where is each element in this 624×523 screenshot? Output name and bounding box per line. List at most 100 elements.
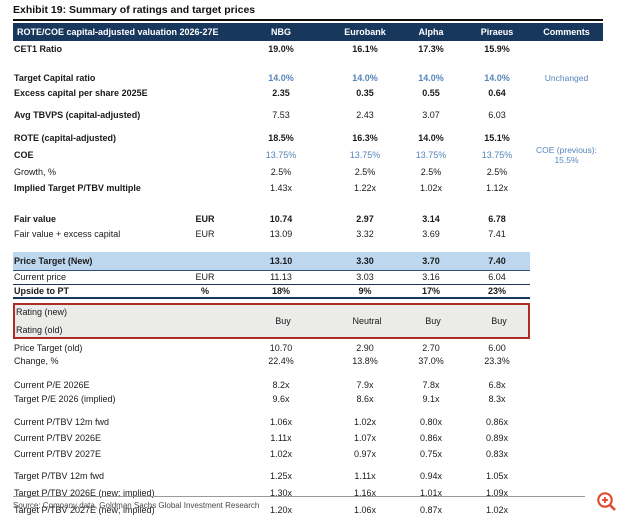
value-cell: 1.16x: [353, 488, 377, 499]
row-body: Fair value + excess capital EUR 13.09 3.32 3…: [13, 227, 530, 242]
comment-cell: [530, 86, 603, 101]
comment-cell: [530, 252, 603, 270]
value-cell: 17%: [421, 285, 440, 296]
value-cell: 23.3%: [484, 356, 510, 367]
value-cell: 16.1%: [352, 43, 378, 54]
value-cell: 0.80x: [419, 416, 443, 427]
row-body: CET1 Ratio 19.0% 16.1% 17.3% 15.9%: [13, 41, 530, 57]
comment-cell: [530, 130, 603, 146]
row-body: Implied Target P/TBV multiple 1.43x 1.22x 1…: [13, 180, 530, 196]
comment-cell: [530, 446, 603, 462]
row-body: ROTE (capital-adjusted) 18.5% 16.3% 14.0% 15…: [13, 130, 530, 146]
value-cell: 8.3x: [488, 393, 506, 404]
row-label: Target P/TBV 12m fwd: [14, 471, 105, 482]
value-cell: 2.35: [272, 88, 290, 99]
comment-cell: [530, 392, 603, 406]
row-label: Target P/TBV 2027E (new; implied): [14, 505, 155, 516]
table-row: Avg TBVPS (capital-adjusted) 7.53 2.43 3.07…: [13, 107, 603, 123]
row-body: Price Target (New) 13.10 3.30 3.70 7.40: [13, 252, 530, 270]
row-body: Target Capital ratio 14.0% 14.0% 14.0% 14.0%: [13, 71, 530, 86]
comment-line: Unchanged: [544, 73, 589, 84]
value-cell: 7.41: [488, 229, 506, 240]
comment-cell: [530, 41, 603, 57]
row-body: Current P/TBV 2027E 1.02x 0.97x 0.75x 0.83x: [13, 446, 530, 462]
value-cell: 10.74: [269, 214, 293, 225]
row-body: Current P/E 2026E 8.2x 7.9x 7.8x 6.8x: [13, 378, 530, 392]
value-cell: 2.5%: [420, 166, 442, 177]
value-cell: 3.03: [356, 272, 374, 283]
table-row: Current P/E 2026E 8.2x 7.9x 7.8x 6.8x: [13, 378, 603, 392]
table-row: ROTE (capital-adjusted) 18.5% 16.3% 14.0% 15…: [13, 130, 603, 146]
row-label: COE: [14, 149, 34, 160]
value-cell: 6.04: [488, 272, 506, 283]
value-cell: 22.4%: [268, 356, 294, 367]
row-body: Current P/TBV 2026E 1.11x 1.07x 0.86x 0.89x: [13, 430, 530, 446]
row-body: Price Target (old) 10.70 2.90 2.70 6.00: [13, 342, 530, 355]
comment-cell: [530, 502, 603, 519]
table-row: Current P/TBV 2027E 1.02x 0.97x 0.75x 0.83x: [13, 446, 603, 462]
comment-cell: [530, 414, 603, 430]
row-label: Target Capital ratio: [14, 73, 96, 84]
value-cell: 3.16: [422, 272, 440, 283]
value-cell: 1.06x: [269, 416, 293, 427]
value-cell: 1.43x: [269, 182, 293, 193]
comment-line: COE (previous):: [536, 144, 597, 155]
table-row: Target P/TBV 12m fwd 1.25x 1.11x 0.94x 1.05x: [13, 468, 603, 485]
comment-cell: [530, 430, 603, 446]
value-cell: 13.75%: [349, 149, 381, 160]
value-cell: 1.30x: [269, 488, 293, 499]
table-row: Fair value + excess capital EUR 13.09 3.32 3…: [13, 227, 603, 242]
value-cell: 13.75%: [265, 149, 297, 160]
column-header-piraeus: Piraeus: [480, 27, 514, 37]
row-label: Fair value + excess capital: [14, 229, 121, 240]
value-cell: 6.78: [488, 214, 506, 225]
table-row: Target P/TBV 2027E (new; implied) 1.20x 1.…: [13, 502, 603, 519]
table-header-row: ROTE/COE capital-adjusted valuation 2026…: [13, 23, 603, 41]
comment-cell: [530, 303, 603, 339]
value-cell: 1.20x: [269, 505, 293, 516]
value-cell: 6.03: [488, 109, 506, 120]
table-row: Target Capital ratio 14.0% 14.0% 14.0% 14.0%…: [13, 71, 603, 86]
row-label: Current P/TBV 2027E: [14, 448, 102, 459]
value-cell: 1.07x: [353, 432, 377, 443]
rating-value: Buy: [425, 315, 441, 326]
value-cell: 1.01x: [419, 488, 443, 499]
value-cell: 1.02x: [353, 416, 377, 427]
row-body: Current price EUR 11.13 3.03 3.16 6.04: [13, 270, 530, 284]
row-body: Excess capital per share 2025E 2.35 0.35 0.…: [13, 86, 530, 101]
value-cell: 1.11x: [270, 432, 292, 443]
value-cell: 37.0%: [418, 356, 444, 367]
source-note: Source: Company data, Goldman Sachs Glob…: [13, 501, 260, 510]
zoom-plus-icon[interactable]: [595, 490, 619, 514]
value-cell: 13.75%: [481, 149, 513, 160]
comment-cell: [530, 227, 603, 242]
row-label: Target P/TBV 2026E (new; implied): [14, 488, 155, 499]
value-cell: 7.53: [272, 109, 290, 120]
row-label: Excess capital per share 2025E: [14, 88, 148, 99]
value-cell: 3.07: [422, 109, 440, 120]
value-cell: 14.0%: [418, 73, 444, 84]
value-cell: 1.09x: [485, 488, 509, 499]
table-row: Target P/E 2026 (implied) 9.6x 8.6x 9.1x 8.3…: [13, 392, 603, 406]
value-cell: 1.02x: [419, 182, 443, 193]
value-cell: 3.30: [356, 255, 374, 266]
row-label: Current price: [14, 272, 67, 283]
value-cell: 1.22x: [353, 182, 377, 193]
value-cell: 1.02x: [485, 505, 509, 516]
row-spacer: [13, 196, 603, 212]
value-cell: 13.8%: [352, 356, 378, 367]
value-cell: 0.89x: [485, 432, 509, 443]
row-body: Upside to PT% 18% 9% 17% 23%: [13, 284, 530, 299]
row-label: Price Target (New): [14, 255, 93, 266]
comment-cell: [530, 164, 603, 180]
comment-cell: [530, 468, 603, 485]
value-cell: 14.0%: [418, 132, 444, 143]
row-spacer: [13, 406, 603, 414]
value-cell: 0.86x: [419, 432, 443, 443]
table-row: Target P/TBV 2026E (new; implied) 1.30x 1.…: [13, 485, 603, 502]
value-cell: 16.3%: [352, 132, 378, 143]
row-label: Price Target (old): [14, 343, 83, 354]
value-cell: 2.97: [356, 214, 374, 225]
table-row: Current price EUR 11.13 3.03 3.16 6.04: [13, 270, 603, 284]
table-row: Current P/TBV 2026E 1.11x 1.07x 0.86x 0.89x: [13, 430, 603, 446]
